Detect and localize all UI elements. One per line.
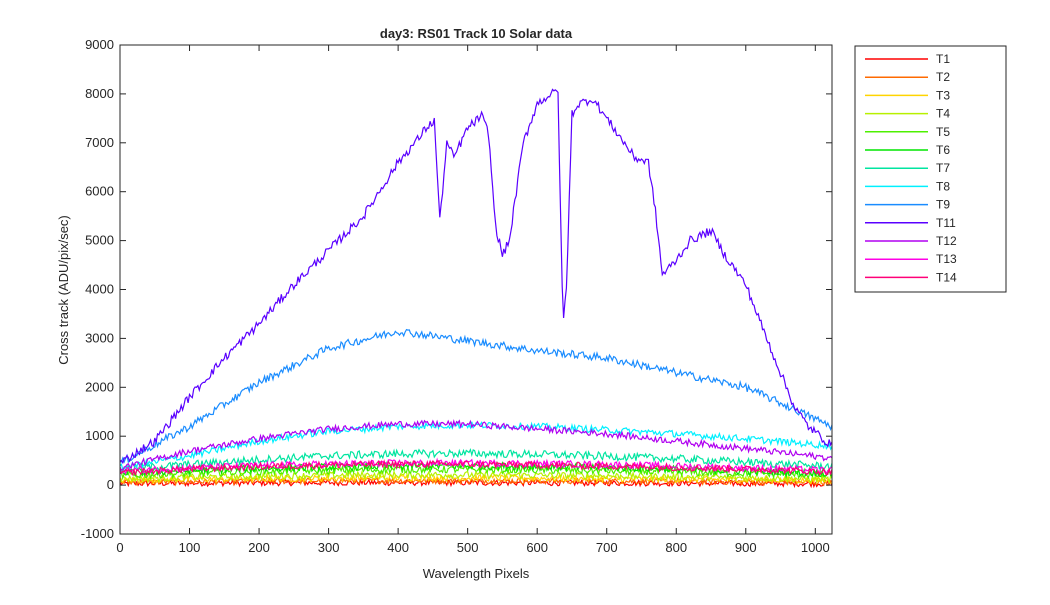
y-tick-label: 7000 [85,135,114,150]
series-line-t11 [120,88,832,465]
x-tick-label: 500 [457,540,479,555]
y-tick-label: 5000 [85,233,114,248]
x-tick-label: 300 [318,540,340,555]
legend-label-t8: T8 [936,179,950,193]
x-axis-label: Wavelength Pixels [423,566,530,581]
legend-label-t4: T4 [936,107,950,121]
chart-title: day3: RS01 Track 10 Solar data [380,26,573,41]
series-line-t9 [120,328,832,464]
legend-label-t9: T9 [936,198,950,212]
x-tick-label: 700 [596,540,618,555]
x-tick-label: 0 [116,540,123,555]
legend-label-t1: T1 [936,52,950,66]
axis-layer: 0 100 200 300 400 500 600 700 800 900 1000-1000010… [81,37,832,555]
y-tick-label: 8000 [85,86,114,101]
series-line-t14 [120,459,832,477]
series-layer [120,88,832,489]
series-line-t1 [120,477,832,489]
legend-label-t14: T14 [936,270,957,284]
legend-box [854,45,1007,293]
y-tick-label: 1000 [85,428,114,443]
x-tick-label: 900 [735,540,757,555]
legend-label-t7: T7 [936,161,950,175]
y-tick-label: 6000 [85,184,114,199]
legend-label-t2: T2 [936,70,950,84]
x-tick-label: 100 [179,540,201,555]
plot-area [120,45,832,534]
legend-label-t13: T13 [936,252,957,266]
legend: T1 T2 T3 T4 T5 T6 T7 T8 T9 T11 T12 T13 T14 [854,45,1007,293]
legend-label-t6: T6 [936,143,950,157]
legend-label-t12: T12 [936,234,957,248]
x-tick-label: 400 [387,540,409,555]
series-line-t12 [120,418,832,472]
x-tick-label: 200 [248,540,270,555]
y-tick-label: 4000 [85,282,114,297]
y-axis-label: Cross track (ADU/pix/sec) [56,215,71,365]
y-tick-label: 2000 [85,379,114,394]
x-tick-label: 1000 [801,540,830,555]
y-tick-label: 3000 [85,330,114,345]
legend-label-t5: T5 [936,125,950,139]
legend-label-t3: T3 [936,88,950,102]
x-tick-label: 600 [526,540,548,555]
x-tick-label: 800 [665,540,687,555]
y-tick-label: 9000 [85,37,114,52]
y-tick-label: 0 [107,477,114,492]
legend-label-t11: T11 [936,216,956,230]
series-line-t7 [120,448,832,473]
y-tick-label: -1000 [81,526,114,541]
